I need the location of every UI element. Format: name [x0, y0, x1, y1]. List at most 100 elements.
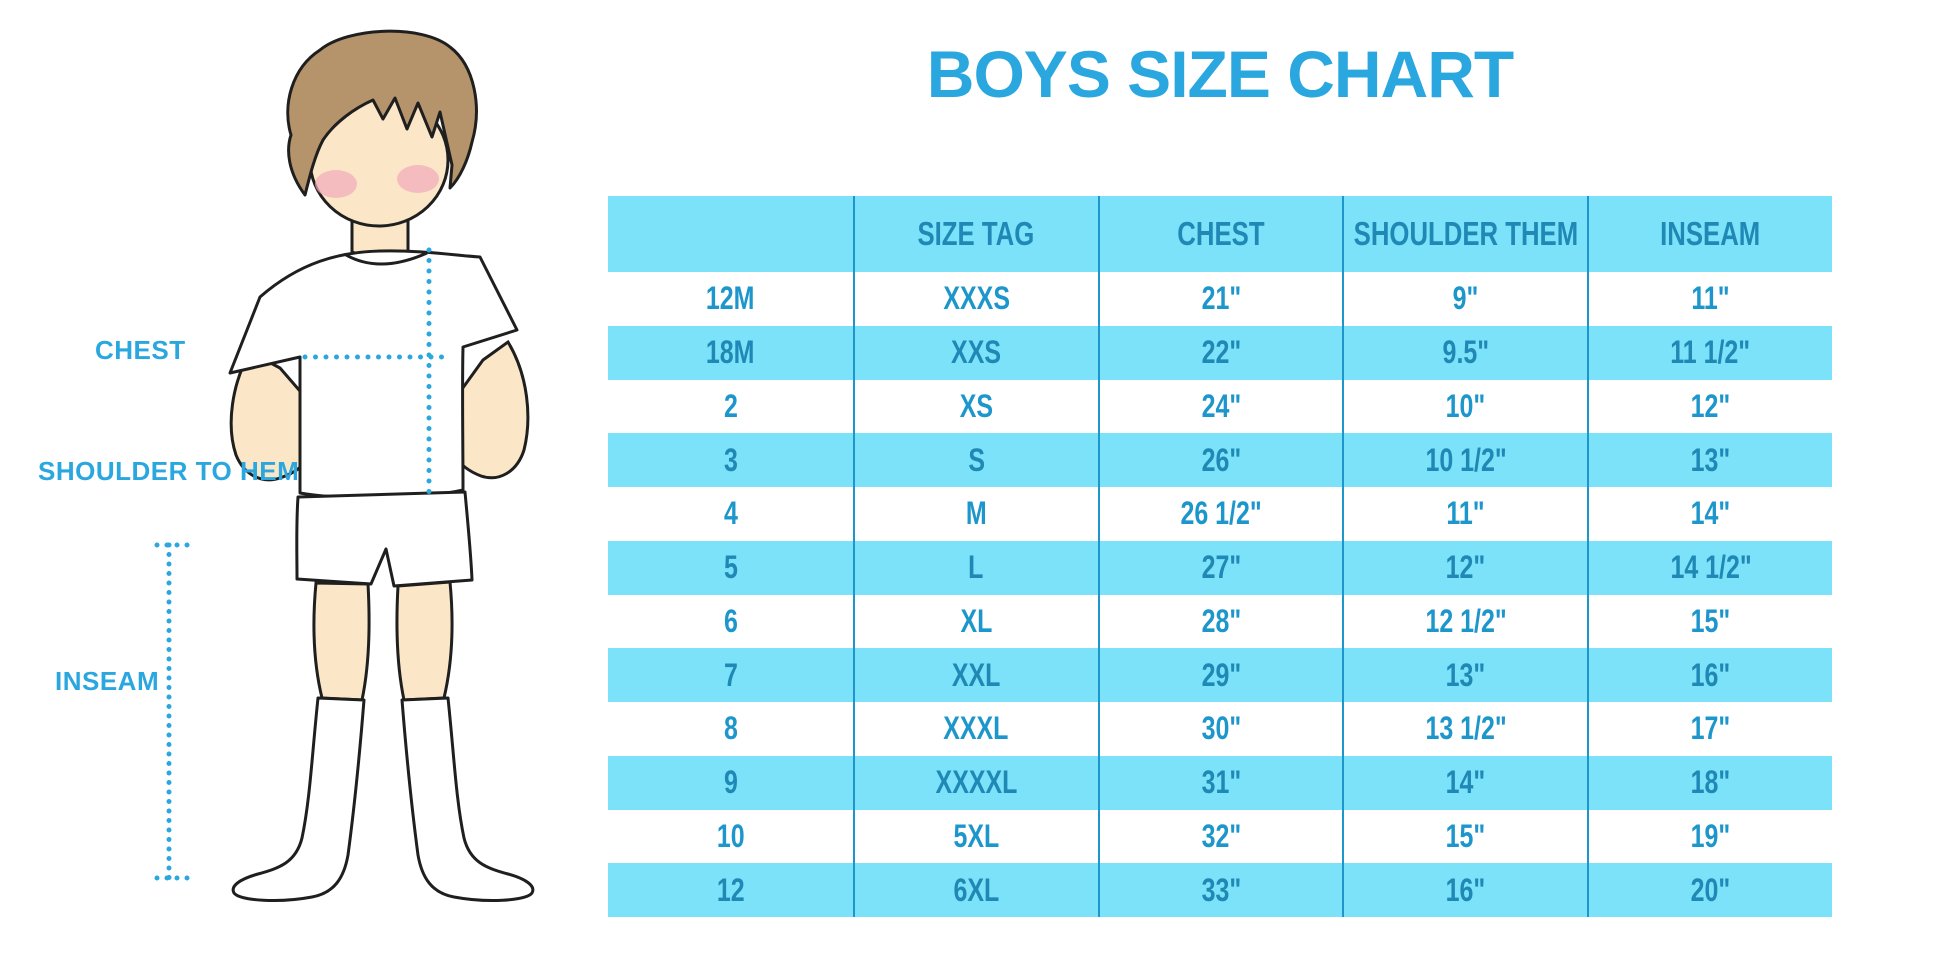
inseam-label: INSEAM: [55, 666, 160, 696]
table-cell-text: 31": [1201, 764, 1241, 801]
table-cell-text: 4: [723, 495, 738, 532]
right-blush: [397, 165, 439, 193]
table-cell-text: 14 1/2": [1669, 549, 1752, 586]
table-cell: XXS: [852, 325, 1098, 380]
table-cell-text: 11": [1446, 495, 1485, 532]
table-cell-text: 9": [1452, 280, 1479, 317]
table-cell-text: 13": [1445, 656, 1486, 693]
header-cell-text: SIZE TAG: [917, 215, 1035, 252]
table-cell: 22": [1097, 325, 1343, 380]
table-cell-text: 30": [1201, 710, 1241, 747]
table-cell: 18M: [608, 325, 853, 380]
table-cell-text: 16": [1445, 871, 1486, 908]
table-cell: 3: [608, 433, 853, 487]
table-cell: 14 1/2": [1587, 540, 1832, 595]
table-cell: 6: [608, 594, 853, 649]
table-cell-text: XS: [959, 387, 993, 424]
table-cell: XL: [852, 594, 1098, 649]
table-cell-text: 12 1/2": [1425, 602, 1507, 639]
table-cell: 18": [1587, 755, 1832, 810]
table-cell-text: 13": [1690, 441, 1731, 478]
table-cell-text: 26 1/2": [1180, 495, 1262, 532]
table-cell: 7: [608, 648, 853, 702]
table-row: 8 XXXL 30" 13 1/2" 17": [608, 702, 1832, 756]
table-cell-text: 2: [723, 387, 738, 424]
table-cell-text: 9.5": [1442, 334, 1490, 371]
left-leg: [312, 581, 371, 702]
table-cell-text: 12": [1445, 549, 1486, 586]
table-cell-text: 18": [1690, 764, 1731, 801]
table-cell: 5XL: [852, 809, 1098, 864]
table-cell: M: [852, 487, 1098, 541]
table-cell: 10 1/2": [1342, 433, 1588, 487]
table-cell: 32": [1097, 809, 1343, 864]
table-cell: 9.5": [1342, 325, 1588, 380]
table-cell: XXXL: [852, 702, 1098, 756]
table-cell: 26 1/2": [1097, 487, 1343, 541]
table-row: 7 XXL 29" 13" 16": [608, 648, 1832, 702]
table-cell: 4: [608, 487, 853, 541]
table-cell: 20": [1587, 863, 1832, 917]
table-cell-text: XXXL: [943, 710, 1009, 747]
right-arm: [455, 339, 530, 480]
table-cell: 9": [1342, 272, 1588, 326]
table-cell: 16": [1342, 863, 1588, 917]
table-cell-text: 27": [1201, 549, 1241, 586]
table-cell: S: [852, 433, 1098, 487]
table-row: 3 S 26" 10 1/2" 13": [608, 433, 1832, 487]
table-cell: 27": [1097, 540, 1343, 595]
table-cell-text: 33": [1201, 871, 1241, 908]
left-blush: [315, 170, 357, 198]
table-cell-text: 10": [1445, 387, 1486, 424]
table-cell: XXL: [852, 648, 1098, 702]
table-cell: 33": [1097, 863, 1343, 917]
table-cell-text: 8: [723, 710, 738, 747]
table-cell: 21": [1097, 272, 1343, 326]
header-cell: [608, 196, 853, 272]
table-cell: XXXS: [852, 272, 1098, 326]
table-cell-text: 16": [1690, 656, 1731, 693]
table-cell-text: 14": [1690, 495, 1731, 532]
table-cell: 13 1/2": [1342, 702, 1588, 756]
table-row: 12M XXXS 21" 9" 11": [608, 272, 1832, 326]
table-cell: 24": [1097, 379, 1343, 434]
page-title: BOYS SIZE CHART: [926, 37, 1514, 111]
table-row: 9 XXXXL 31" 14" 18": [608, 755, 1832, 810]
table-cell: 11": [1342, 487, 1588, 541]
header-cell: SHOULDER THEM: [1342, 196, 1588, 272]
table-cell-text: 11": [1691, 280, 1730, 317]
table-cell: 14": [1342, 755, 1588, 810]
chest-label: CHEST: [95, 335, 186, 365]
table-cell-text: 13 1/2": [1425, 710, 1507, 747]
table-cell: 9: [608, 755, 853, 810]
table-cell-text: L: [968, 549, 984, 586]
table-cell: 5: [608, 540, 853, 595]
table-cell-text: S: [967, 441, 985, 478]
table-cell: 26": [1097, 433, 1343, 487]
collar-line: [345, 251, 428, 266]
table-cell-text: 6: [723, 602, 738, 639]
table-cell-text: 12": [1690, 387, 1731, 424]
table-cell: XXXXL: [852, 755, 1098, 810]
header-cell: SIZE TAG: [852, 196, 1098, 272]
shoulder-to-hem-label: SHOULDER TO HEM: [38, 456, 300, 486]
table-cell: 12": [1342, 540, 1588, 595]
table-cell: 15": [1587, 594, 1832, 649]
table-cell-text: 10 1/2": [1425, 441, 1507, 478]
table-cell-text: 15": [1690, 602, 1731, 639]
table-cell: 10": [1342, 379, 1588, 434]
header-cell: INSEAM: [1587, 196, 1832, 272]
size-chart-table: SIZE TAG CHEST SHOULDER THEM INSEAM 12M XXXS 2…: [608, 196, 1832, 917]
table-cell-text: XXS: [951, 334, 1002, 371]
table-cell-text: M: [965, 495, 987, 532]
table-cell-text: 5XL: [953, 817, 1000, 854]
table-cell: 17": [1587, 702, 1832, 756]
table-cell: 10: [608, 809, 853, 864]
table-row: 5 L 27" 12" 14 1/2": [608, 540, 1832, 595]
table-cell-text: 3: [723, 441, 738, 478]
table-cell: 6XL: [852, 863, 1098, 917]
table-cell: 16": [1587, 648, 1832, 702]
table-cell: 15": [1342, 809, 1588, 864]
table-row: 2 XS 24" 10" 12": [608, 379, 1832, 434]
